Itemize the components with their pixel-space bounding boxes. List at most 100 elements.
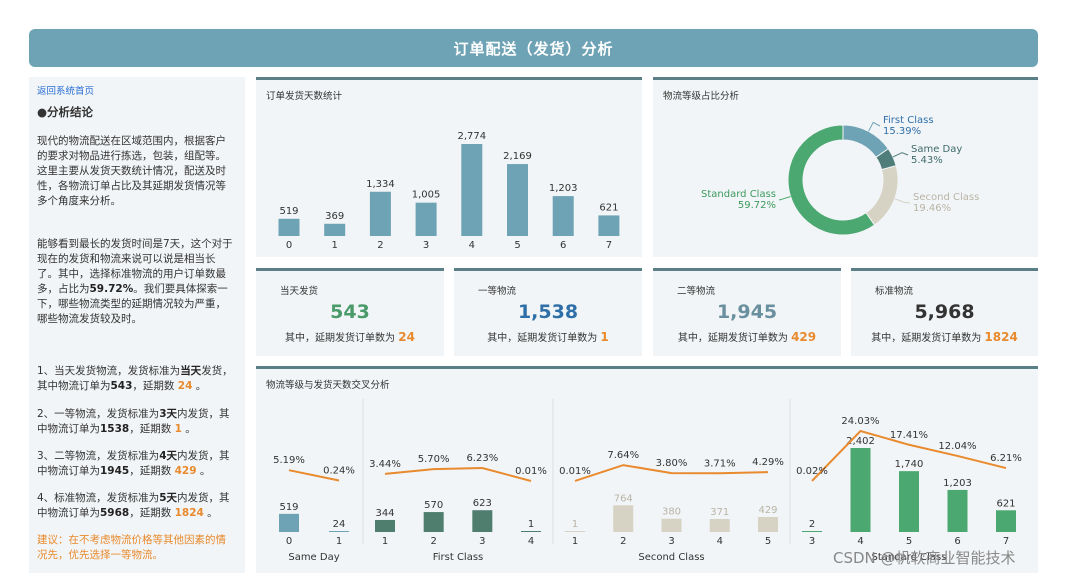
cross-x-tick: 1 — [382, 536, 388, 547]
shipping-days-chart: 519 0 369 1 1,334 2 1,005 3 2,774 4 2,169 5 1,203 6 62… — [278, 131, 620, 251]
pct-label: 17.41% — [890, 430, 928, 441]
cross-bar — [758, 516, 778, 532]
kpi-note-text: 其中，延期发货订单数为 — [871, 333, 985, 344]
group-name-label: Second Class — [638, 552, 704, 563]
pct-line-second-class — [574, 464, 769, 482]
cross-bar-label: 623 — [473, 498, 492, 509]
cross-bar — [279, 513, 299, 532]
pct-label: 5.70% — [418, 454, 450, 465]
cross-bar — [947, 489, 968, 532]
bar-day-1 — [324, 223, 346, 236]
cross-x-tick: 4 — [528, 536, 534, 547]
donut-slice-first-class — [842, 124, 889, 158]
shipping-days-panel: 订单发货天数统计 519 0 369 1 1,334 2 1,005 3 2,774 4 2,169… — [256, 77, 642, 257]
point-mid: 内发货，其中物流订单为 — [37, 450, 230, 477]
donut-slice-name: Same Day — [911, 144, 962, 155]
x-tick-label: 2 — [377, 240, 383, 251]
watermark: CSDN @帆软商业智能技术 — [833, 549, 1016, 567]
pct-label: 0.24% — [323, 466, 355, 477]
bar-day-2 — [369, 191, 391, 236]
pct-label: 4.29% — [752, 457, 784, 468]
cross-x-tick: 2 — [620, 536, 626, 547]
x-tick-label: 3 — [423, 240, 429, 251]
summary-pct: 59.72% — [89, 283, 134, 295]
pct-label: 3.80% — [656, 458, 688, 469]
kpi-delay: 429 — [791, 330, 817, 344]
bar-day-7 — [598, 215, 620, 236]
kpi-value: 1,538 — [517, 301, 579, 323]
kpi-card-second-class: 二等物流 1,945 其中，延期发货订单数为 429 — [653, 268, 841, 356]
cross-bar — [521, 531, 541, 532]
x-tick-label: 6 — [560, 240, 566, 251]
donut-leader-line — [778, 196, 791, 201]
pct-line-first-class — [384, 467, 532, 482]
cross-bar-label: 570 — [424, 500, 443, 511]
point-end: 。 — [196, 465, 211, 477]
cross-x-tick: 4 — [857, 536, 863, 547]
kpi-value: 5,968 — [914, 301, 975, 323]
bar-value-label: 1,005 — [412, 190, 441, 201]
cross-x-tick: 1 — [572, 536, 578, 547]
bar-day-4 — [461, 144, 483, 236]
x-tick-label: 5 — [514, 240, 520, 251]
pct-label: 3.71% — [704, 458, 736, 469]
summary-text-a: 能够看到最长的发货时间是7天，这个对于现在的发货和物流来说可以说是相当长了。其中… — [37, 238, 233, 295]
pct-label: 24.03% — [841, 416, 879, 427]
cross-bar-label: 24 — [333, 519, 346, 530]
bar-value-label: 519 — [279, 206, 298, 217]
cross-bar — [375, 519, 395, 532]
kpi-label: 标准物流 — [875, 286, 914, 297]
cross-x-tick: 3 — [668, 536, 674, 547]
point-pre: 4、标准物流，发货标准为 — [37, 492, 160, 504]
point-end: 。 — [192, 380, 207, 392]
cross-x-tick: 6 — [954, 536, 960, 547]
kpi-delay: 1 — [600, 330, 609, 344]
kpi-value: 1,945 — [716, 301, 778, 323]
x-tick-label: 1 — [332, 240, 338, 251]
point-mid: 内发货，其中物流订单为 — [37, 408, 230, 435]
point-orders: 543 — [110, 380, 133, 392]
cross-bar — [850, 448, 871, 532]
donut-slice-second-class — [865, 165, 899, 226]
shipping-days-title: 订单发货天数统计 — [266, 91, 343, 102]
bar-value-label: 1,203 — [549, 183, 578, 194]
cross-bar-label: 1,203 — [943, 478, 972, 489]
cross-bar — [802, 531, 822, 532]
donut-slice-pct: 5.43% — [911, 155, 943, 166]
bar-value-label: 621 — [599, 202, 618, 213]
kpi-delay: 24 — [398, 330, 415, 344]
back-home-link[interactable]: 返回系统首页 — [37, 86, 95, 97]
cross-analysis-title: 物流等级与发货天数交叉分析 — [266, 380, 390, 391]
analysis-sidebar: 返回系统首页 ●分析结论 现代的物流配送在区域范围内，根据客户的要求对物品进行拣… — [29, 77, 245, 573]
cross-analysis-panel: 物流等级与发货天数交叉分析 519 0 24 1 5.19% 0.24% Same Day 3… — [256, 366, 1038, 573]
kpi-label: 当天发货 — [280, 286, 319, 297]
cross-bar — [899, 471, 919, 532]
point-delay: 1824 — [174, 507, 204, 519]
cross-bar — [996, 510, 1016, 532]
point-orders: 1945 — [100, 465, 130, 477]
bar-day-6 — [552, 196, 574, 236]
cross-bar — [661, 518, 682, 532]
cross-bar-label: 519 — [279, 502, 298, 513]
kpi-card-standard-class: 标准物流 5,968 其中，延期发货订单数为 1824 — [851, 268, 1038, 356]
kpi-delay: 1824 — [984, 330, 1018, 344]
logistics-share-title: 物流等级占比分析 — [663, 91, 740, 102]
point-sep: ，延期数 — [129, 507, 175, 519]
x-tick-label: 7 — [606, 240, 612, 251]
pct-label: 0.01% — [559, 466, 591, 477]
point-orders: 5968 — [100, 507, 130, 519]
point-end: 。 — [181, 423, 196, 435]
cross-bar-label: 1 — [528, 519, 534, 530]
point-orders: 1538 — [100, 423, 130, 435]
point-sep: ，延期数 — [129, 423, 175, 435]
cross-x-tick: 5 — [906, 536, 912, 547]
cross-bar-label: 764 — [614, 493, 633, 504]
kpi-note: 其中，延期发货订单数为 24 — [256, 329, 444, 344]
page-title: 订单配送（发货）分析 — [29, 29, 1038, 67]
kpi-note: 其中，延期发货订单数为 429 — [653, 329, 841, 344]
kpi-note-text: 其中，延期发货订单数为 — [487, 333, 601, 344]
point-delay: 24 — [177, 380, 193, 392]
cross-bar-label: 429 — [758, 505, 777, 516]
